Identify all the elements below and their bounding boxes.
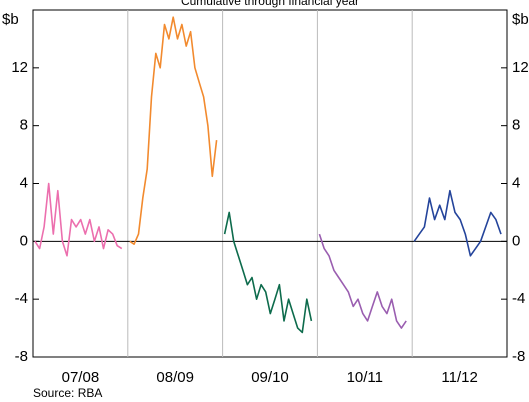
series-line — [413, 189, 502, 257]
x-tick-label: 09/10 — [251, 369, 289, 386]
x-tick-label: 10/11 — [347, 369, 383, 386]
y2-axis-label: $b — [512, 11, 529, 28]
plot-frame — [32, 9, 508, 358]
chart-title: Cumulative through financial year — [181, 0, 359, 8]
x-tick-label: 08/09 — [156, 369, 194, 386]
series-line — [318, 233, 407, 329]
y2-tick-label: 4 — [512, 174, 520, 191]
series-line — [34, 182, 123, 257]
y2-tick-label: 0 — [512, 232, 520, 249]
y2-tick-label: -4 — [512, 290, 525, 307]
series-line — [223, 211, 313, 334]
y-axis-label: $b — [2, 11, 19, 28]
series-line — [129, 16, 218, 245]
y2-tick-label: -8 — [512, 348, 525, 365]
x-tick-label: 11/12 — [441, 369, 477, 386]
y-tick-label: 4 — [20, 174, 28, 191]
y-tick-label: 12 — [11, 59, 28, 76]
y-tick-label: 8 — [20, 117, 28, 134]
y-tick-label: -4 — [15, 290, 28, 307]
y-tick-label: -8 — [15, 348, 28, 365]
x-tick-label: 07/08 — [62, 369, 100, 386]
y2-tick-label: 12 — [512, 59, 529, 76]
y-tick-label: 0 — [20, 232, 28, 249]
source: Source: RBA — [33, 386, 102, 400]
y2-tick-label: 8 — [512, 117, 520, 134]
